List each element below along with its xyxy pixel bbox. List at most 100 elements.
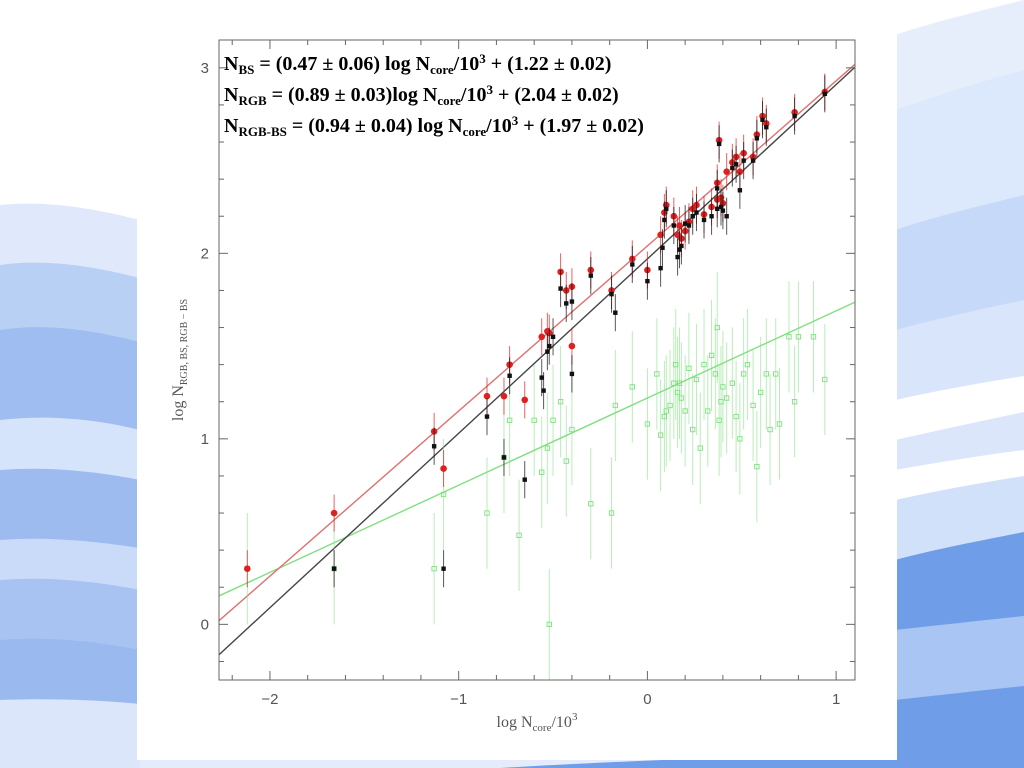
rgb-bs-point <box>539 375 544 380</box>
y-tick-label: 3 <box>201 60 209 77</box>
bs-point <box>737 436 743 442</box>
rgb-bs-point <box>550 334 556 340</box>
rgb-bs-point <box>569 299 575 304</box>
rgb-bs-point <box>760 117 765 122</box>
rgb-point <box>440 465 447 472</box>
rgb-bs-point <box>716 141 722 147</box>
rgb-bs-point <box>501 455 507 460</box>
rgb-bs-point <box>792 113 797 119</box>
bs-point <box>612 402 618 409</box>
rgb-point <box>521 396 529 404</box>
bs-point <box>690 426 696 433</box>
rgb-bs-point <box>507 373 512 378</box>
rgb-point <box>500 392 508 400</box>
rgb-bs-point <box>588 273 593 278</box>
bs-point <box>741 371 747 377</box>
rgb-bs-point <box>822 91 828 96</box>
bs-point <box>724 395 730 401</box>
bs-point <box>644 421 651 427</box>
bs-point <box>714 324 720 331</box>
rgb-bs-point <box>741 158 746 163</box>
bs-point <box>693 376 700 383</box>
x-axis-label: log Ncore/103 <box>497 711 578 734</box>
bs-point <box>531 417 537 423</box>
y-tick-label: 1 <box>201 431 209 448</box>
bs-point <box>682 408 688 414</box>
bs-point <box>729 380 735 386</box>
x-tick-label: −1 <box>450 691 467 708</box>
rgb-bs-point <box>675 254 680 260</box>
bs-point <box>686 365 692 371</box>
bs-point <box>544 445 551 451</box>
bs-point <box>733 413 739 420</box>
rgb-bs-point <box>724 214 729 219</box>
bs-point <box>822 376 828 383</box>
rgb-bs-point <box>431 444 437 449</box>
bs-point <box>754 464 760 470</box>
bs-point <box>667 402 673 409</box>
figure-panel: −2 −1 0 1 0 1 2 3 log Ncore/103 log NRGB, BS, R… <box>137 0 897 760</box>
rgb-point <box>568 342 576 350</box>
rgb-bs-point <box>441 566 446 571</box>
rgb-bs-point <box>613 310 618 315</box>
bs-point <box>786 334 792 340</box>
bs-point <box>773 371 779 377</box>
x-tick-label: −2 <box>261 691 278 708</box>
x-tick-label: 1 <box>832 691 840 708</box>
data-points <box>244 73 829 680</box>
fit-line-0 <box>218 301 856 597</box>
bs-point <box>539 469 545 475</box>
bs-point <box>663 408 669 414</box>
plot-frame <box>218 39 856 681</box>
rgb-bs-point <box>709 214 714 219</box>
rgb-bs-point <box>564 301 569 306</box>
bs-point <box>708 352 715 359</box>
bs-point <box>484 510 490 516</box>
rgb-point <box>723 168 730 176</box>
rgb-bs-point <box>715 186 720 191</box>
bs-point <box>546 621 552 627</box>
bs-point <box>697 445 703 451</box>
fit-line-2 <box>218 66 856 656</box>
rgb-point <box>244 565 251 572</box>
rgb-bs-point <box>671 223 677 228</box>
bs-point <box>744 361 751 368</box>
rgb-bs-point <box>686 223 692 228</box>
rgb-bs-point <box>764 124 769 130</box>
rgb-bs-point <box>733 162 739 167</box>
bs-point <box>701 361 707 368</box>
rgb-bs-point <box>720 208 726 213</box>
rgb-bs-point <box>694 210 699 215</box>
rgb-bs-point <box>690 214 695 219</box>
bs-point <box>654 371 660 377</box>
bs-point <box>678 395 685 401</box>
rgb-bs-point <box>662 217 667 223</box>
bs-point <box>767 426 773 433</box>
bs-point <box>629 384 635 390</box>
rgb-bs-point <box>545 349 550 354</box>
y-axis-label: log NRGB, BS, RGB − BS <box>170 299 190 421</box>
equation-bs: NBS = (0.47 ± 0.06) log Ncore/103 + (1.2… <box>224 51 612 77</box>
bs-point <box>791 399 798 405</box>
bs-point <box>550 417 556 423</box>
rgb-bs-point <box>718 204 724 210</box>
rgb-point <box>330 509 338 517</box>
bs-point <box>608 510 615 516</box>
rgb-bs-point <box>522 477 527 482</box>
bs-point <box>431 566 437 572</box>
rgb-bs-point <box>754 136 760 141</box>
rgb-bs-point <box>701 217 707 223</box>
fit-line-1 <box>218 63 856 622</box>
equation-rgb: NRGB = (0.89 ± 0.03)log Ncore/103 + (2.0… <box>224 82 619 108</box>
bs-point <box>569 426 575 433</box>
rgb-bs-point <box>658 265 663 271</box>
bs-point <box>720 384 726 390</box>
fit-lines <box>218 63 856 656</box>
rgb-bs-point <box>541 388 546 393</box>
rgb-bs-point <box>558 286 563 291</box>
rgb-point <box>483 392 491 400</box>
bs-point <box>705 408 711 414</box>
bs-point <box>657 432 664 438</box>
bs-point <box>776 421 783 427</box>
rgb-bs-point <box>660 245 665 250</box>
